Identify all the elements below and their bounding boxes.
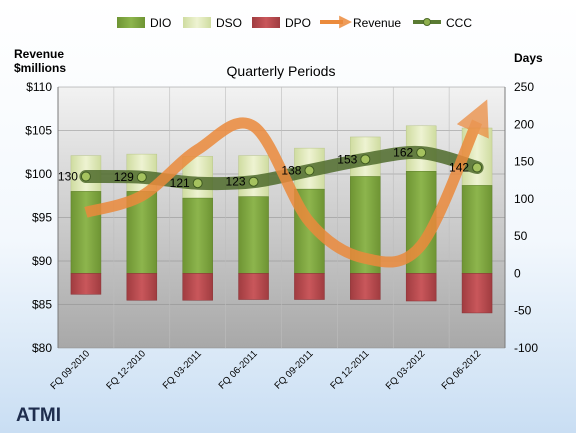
revenue-line: [84, 99, 489, 268]
right-axis-label: Days: [514, 51, 543, 65]
legend-label-revenue: Revenue: [353, 16, 401, 30]
right-tick-label: 150: [514, 155, 534, 169]
left-axis-label-line-2: $millions: [14, 61, 66, 75]
bar-dio: [70, 191, 102, 274]
left-tick-label: $105: [25, 124, 52, 138]
ccc-data-label: 138: [281, 164, 301, 178]
bar-dpo: [405, 273, 437, 302]
ccc-data-label: 162: [393, 146, 413, 160]
ccc-marker: [304, 165, 315, 176]
ccc-data-label: 142: [449, 161, 469, 175]
left-tick-label: $95: [32, 211, 52, 225]
bar-dio: [238, 196, 269, 274]
bar-dio: [461, 185, 493, 274]
bar-dpo: [350, 273, 381, 300]
left-tick-label: $110: [26, 80, 52, 94]
ccc-data-label: 123: [226, 175, 246, 189]
ccc-marker: [472, 162, 483, 173]
bar-dpo: [238, 273, 269, 300]
chart-title: Quarterly Periods: [227, 63, 336, 79]
right-tick-label: 50: [514, 229, 528, 243]
left-tick-label: $85: [32, 298, 52, 312]
ccc-marker: [192, 178, 203, 189]
ccc-marker: [360, 154, 371, 165]
ccc-marker: [80, 171, 91, 182]
lines-layer: 130 129 121 123 138 153 162 142: [58, 99, 489, 268]
left-tick-label: $100: [25, 167, 52, 181]
right-tick-label: -50: [514, 304, 532, 318]
ccc-marker: [416, 147, 427, 158]
bars-layer: [70, 125, 493, 314]
legend-label-ccc: CCC: [446, 16, 472, 30]
right-tick-label: 100: [514, 192, 534, 206]
left-tick-label: $80: [32, 341, 52, 355]
bar-dpo: [70, 273, 102, 295]
legend: DIO DSO DPO Revenue CCC: [117, 15, 472, 30]
bar-dpo: [126, 273, 158, 301]
left-tick-label: $90: [32, 254, 52, 268]
ccc-data-label: 153: [337, 152, 357, 166]
right-tick-label: 200: [514, 117, 534, 131]
ccc-marker: [248, 176, 259, 187]
right-tick-label: -100: [514, 341, 538, 355]
left-axis-label-line-1: Revenue: [14, 47, 64, 61]
bar-dpo: [461, 273, 493, 314]
ccc-data-label: 129: [114, 170, 134, 184]
legend-label-dio: DIO: [150, 16, 171, 30]
right-tick-label: 250: [514, 80, 534, 94]
company-label: ATMI: [16, 405, 61, 426]
legend-swatch-dio: [117, 17, 145, 28]
ccc-data-label: 121: [170, 176, 190, 190]
legend-swatch-dso: [183, 17, 211, 28]
legend-label-dpo: DPO: [285, 16, 311, 30]
legend-label-dso: DSO: [216, 16, 242, 30]
bar-dio: [182, 197, 213, 274]
ccc-data-label: 130: [58, 169, 78, 183]
legend-swatch-dpo: [252, 17, 280, 28]
right-tick-label: 0: [514, 266, 521, 280]
bar-dpo: [182, 273, 213, 301]
bar-dpo: [294, 273, 325, 300]
ccc-marker: [136, 172, 147, 183]
legend-swatch-ccc-marker: [423, 18, 431, 26]
